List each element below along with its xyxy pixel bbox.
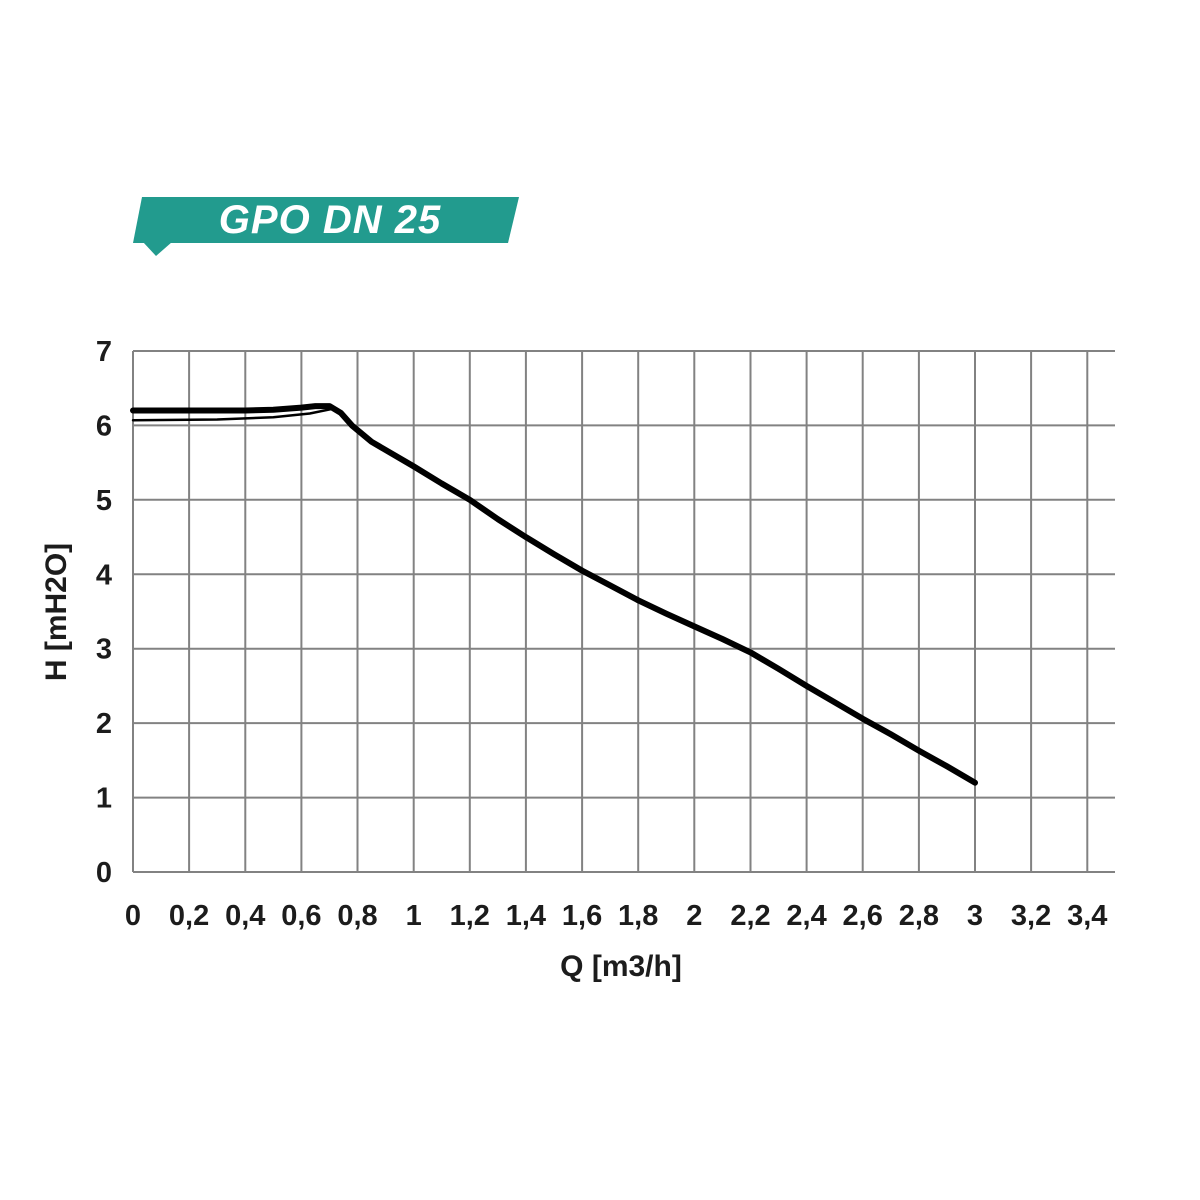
y-tick-label: 5	[96, 485, 112, 517]
x-tick-label: 0,4	[225, 900, 265, 932]
x-tick-label: 0,6	[281, 900, 321, 932]
x-tick-label: 1,4	[506, 900, 546, 932]
x-tick-label: 1	[406, 900, 422, 932]
banner-title: GPO DN 25	[219, 198, 441, 242]
x-tick-label: 2,2	[730, 900, 770, 932]
x-tick-label: 2,4	[786, 900, 826, 932]
x-tick-label: 2,8	[899, 900, 939, 932]
y-tick-label: 4	[96, 559, 112, 591]
x-tick-label: 3,2	[1011, 900, 1051, 932]
banner-ribbon-shape	[133, 197, 519, 243]
y-tick-label: 7	[96, 336, 112, 368]
x-tick-label: 0,8	[337, 900, 377, 932]
x-tick-label: 0	[125, 900, 141, 932]
y-tick-label: 2	[96, 708, 112, 740]
y-tick-label: 6	[96, 410, 112, 442]
banner-ribbon-tail	[143, 242, 172, 256]
x-tick-label: 2,6	[843, 900, 883, 932]
x-tick-label: 3,4	[1067, 900, 1107, 932]
y-tick-label: 1	[96, 783, 112, 815]
model-banner: GPO DN 25	[133, 197, 519, 256]
flat-companion-line	[131, 407, 337, 422]
head-curve	[130, 403, 978, 786]
x-axis-title: Q [m3/h]	[560, 950, 682, 983]
x-tick-label: 1,2	[450, 900, 490, 932]
plot-area: 0 0,2 0,4 0,6 0,8 1 1,2 1,4 1,6 1,8 2 2,2 2,4 2,6 2,8 3…	[96, 336, 1115, 932]
y-axis-title: H [mH2O]	[40, 543, 73, 681]
x-tick-label: 1,8	[618, 900, 658, 932]
x-tick-label: 3	[967, 900, 983, 932]
y-tick-label: 0	[96, 857, 112, 889]
y-tick-label: 3	[96, 634, 112, 666]
x-tick-label: 1,6	[562, 900, 602, 932]
x-tick-label: 2	[686, 900, 702, 932]
x-tick-label: 0,2	[169, 900, 209, 932]
